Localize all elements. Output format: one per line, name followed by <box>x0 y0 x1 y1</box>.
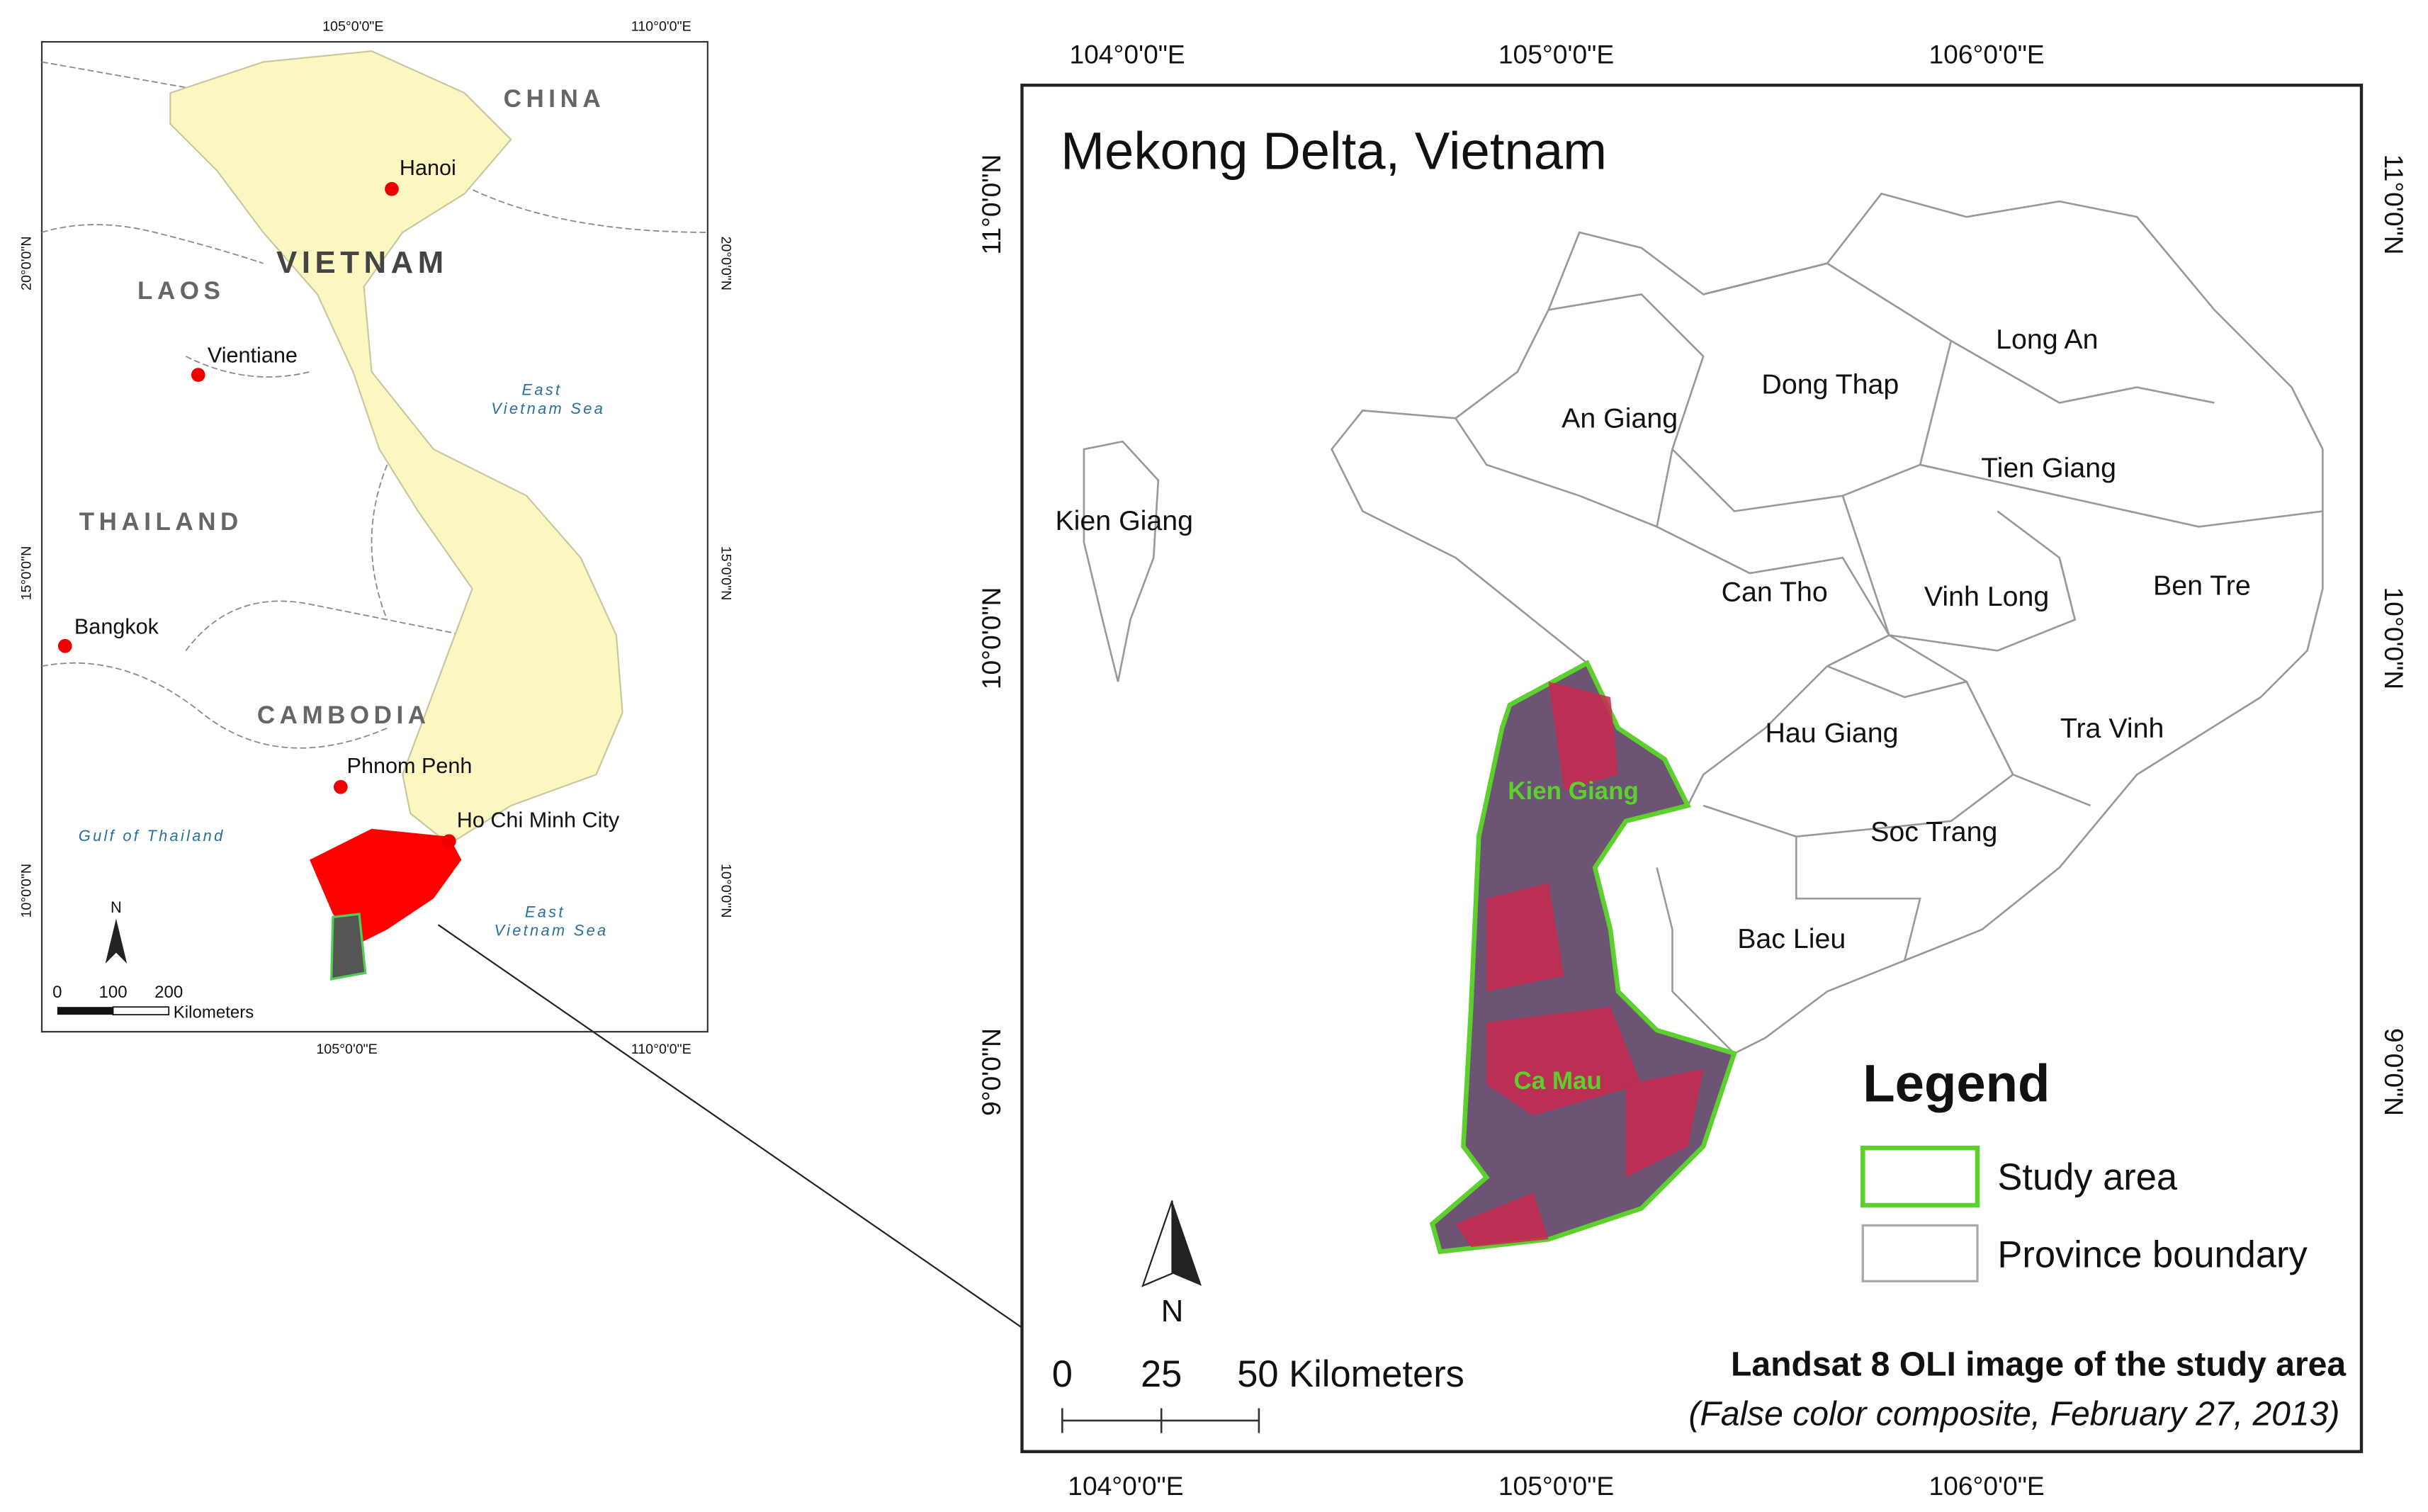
longitude-label: 104°0'0"E <box>1068 1471 1183 1501</box>
latitude-label: 10°0'0"N <box>19 864 35 918</box>
latitude-label: 20°0'0"N <box>718 236 733 290</box>
city-label: Ho Chi Minh City <box>457 808 620 833</box>
caption-title: Landsat 8 OLI image of the study area <box>1731 1345 2347 1384</box>
country-label: CHINA <box>504 85 606 113</box>
latitude-label: 15°0'0"N <box>718 546 733 601</box>
longitude-label: 106°0'0"E <box>1929 1471 2044 1501</box>
caption-subtitle: (False color composite, February 27, 201… <box>1688 1395 2339 1433</box>
longitude-label: 105°0'0"E <box>316 1042 377 1057</box>
province-label: Hau Giang <box>1766 717 1899 748</box>
latitude-label: 11°0'0"N <box>2379 154 2409 255</box>
province-label: Bac Lieu <box>1737 923 1846 954</box>
city-label: Vientiane <box>208 344 298 368</box>
longitude-label: 104°0'0"E <box>1069 40 1185 69</box>
sea-label: Vietnam Sea <box>495 922 609 940</box>
scale-label: 200 <box>154 983 183 1002</box>
latitude-label: 10°0'0"N <box>2379 587 2409 689</box>
longitude-label: 110°0'0"E <box>631 19 691 35</box>
latitude-label: 10°0'0"N <box>718 864 733 918</box>
province-label: Kien Giang <box>1055 505 1193 536</box>
sea-label: Gulf of Thailand <box>79 827 225 845</box>
province-label: Can Tho <box>1722 576 1828 607</box>
map-title: Mekong Delta, Vietnam <box>1061 121 1607 180</box>
legend-item: Province boundary <box>1997 1235 2308 1276</box>
scale-label: 50 Kilometers <box>1237 1354 1464 1395</box>
north-label: N <box>1161 1294 1184 1328</box>
city-label: Phnom Penh <box>347 754 473 778</box>
province-label: Dong Thap <box>1761 368 1899 400</box>
longitude-label: 105°0'0"E <box>322 19 383 35</box>
city-label: Hanoi <box>400 156 456 180</box>
province-label: Tien Giang <box>1981 452 2116 483</box>
latitude-label: 10°0'0"N <box>976 587 1006 689</box>
latitude-label: 15°0'0"N <box>19 546 35 601</box>
sea-label: Vietnam Sea <box>491 400 605 417</box>
latitude-label: 9°0'0"N <box>976 1028 1006 1116</box>
study-area-label: Kien Giang <box>1508 777 1639 805</box>
province-label: Ben Tre <box>2153 570 2251 602</box>
scale-label: 100 <box>98 983 127 1002</box>
scale-label: 25 <box>1141 1354 1182 1395</box>
study-area-label: Ca Mau <box>1514 1067 1602 1095</box>
scale-label: 0 <box>1052 1354 1073 1395</box>
latitude-label: 9°0'0"N <box>2379 1028 2409 1116</box>
province-label: Long An <box>1996 324 2098 355</box>
scale-unit: Kilometers <box>174 1003 254 1022</box>
legend-item: Study area <box>1997 1157 2177 1198</box>
province-label: Vinh Long <box>1924 581 2049 612</box>
country-label: LAOS <box>137 277 225 305</box>
main-map: Mekong Delta, Vietnam 104°0'0"E 105°0'0"… <box>976 40 2409 1501</box>
longitude-label: 105°0'0"E <box>1498 40 1614 69</box>
sea-label: East <box>525 903 565 920</box>
country-label: THAILAND <box>79 508 243 536</box>
inset-map: 105°0'0"E 110°0'0"E 105°0'0"E 110°0'0"E … <box>19 19 1023 1328</box>
province-label: Tra Vinh <box>2060 713 2164 744</box>
city-label: Bangkok <box>74 614 159 638</box>
province-label: An Giang <box>1562 402 1678 434</box>
latitude-label: 11°0'0"N <box>976 154 1006 255</box>
sea-label: East <box>522 381 563 399</box>
longitude-label: 106°0'0"E <box>1929 40 2044 69</box>
scale-label: 0 <box>52 983 62 1002</box>
longitude-label: 110°0'0"E <box>631 1042 691 1057</box>
longitude-label: 105°0'0"E <box>1498 1471 1614 1501</box>
legend-title: Legend <box>1863 1054 2050 1113</box>
country-label: VIETNAM <box>276 245 448 280</box>
country-label: CAMBODIA <box>257 701 431 729</box>
latitude-label: 20°0'0"N <box>19 236 35 290</box>
province-label: Soc Trang <box>1870 816 1997 847</box>
north-label: N <box>111 898 122 916</box>
